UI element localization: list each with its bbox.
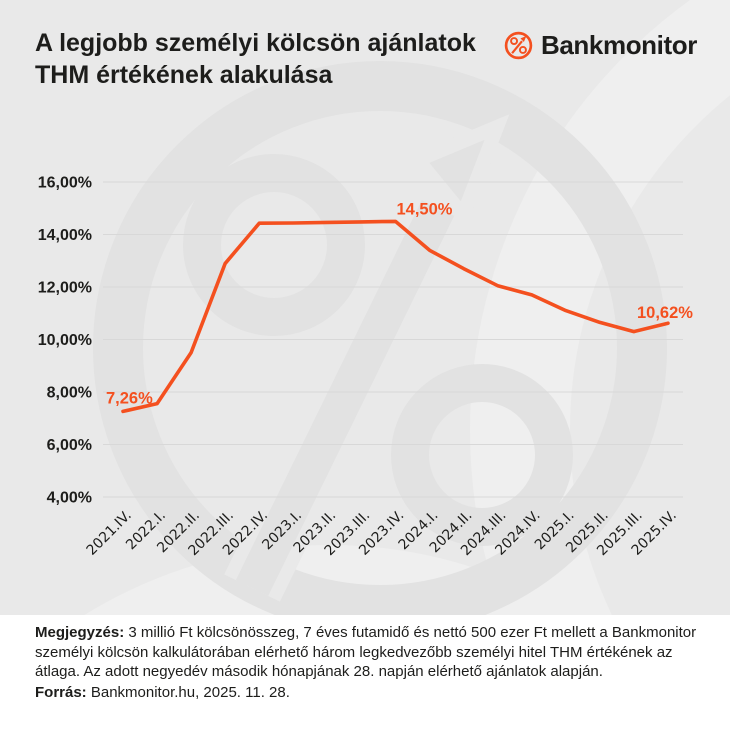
source-line: Forrás: Bankmonitor.hu, 2025. 11. 28.	[35, 683, 697, 703]
note-text: 3 millió Ft kölcsönösszeg, 7 éves futami…	[35, 624, 697, 680]
brand-name: Bankmonitor	[541, 30, 697, 60]
y-axis-label: 8,00%	[47, 385, 92, 402]
source-text: Bankmonitor.hu, 2025. 11. 28.	[86, 683, 290, 701]
y-axis-label: 16,00%	[38, 175, 92, 192]
data-label: 10,62%	[637, 304, 693, 322]
thm-line-chart: 16,00% 14,00% 12,00% 10,00% 8,00% 6,00% 4,00%2…	[38, 175, 694, 560]
x-axis-label: 2021.IV.	[84, 508, 135, 559]
percent-arrow-watermark-icon	[0, 0, 730, 615]
footer: Megjegyzés: 3 millió Ft kölcsönösszeg, 7…	[0, 615, 730, 730]
y-axis-label: 4,00%	[47, 490, 92, 507]
page-title-line2: THM értékének alakulása	[35, 61, 333, 89]
note-label: Megjegyzés:	[35, 624, 125, 641]
y-axis-label: 6,00%	[47, 437, 92, 454]
source-label: Forrás:	[35, 683, 87, 701]
y-axis-label: 10,00%	[38, 332, 92, 349]
percent-circle-icon	[504, 31, 533, 60]
y-axis-label: 14,00%	[38, 227, 92, 244]
data-label: 14,50%	[397, 200, 453, 218]
data-label: 7,26%	[106, 389, 153, 407]
chart-note: Megjegyzés: 3 millió Ft kölcsönösszeg, 7…	[35, 623, 697, 682]
thm-line-series	[121, 219, 670, 414]
y-axis-label: 12,00%	[38, 280, 92, 297]
page-title-line1: A legjobb személyi kölcsön ajánlatok	[35, 29, 476, 57]
page-title: A legjobb személyi kölcsön ajánlatok THM…	[35, 27, 515, 91]
brand-logo: Bankmonitor	[503, 30, 697, 61]
